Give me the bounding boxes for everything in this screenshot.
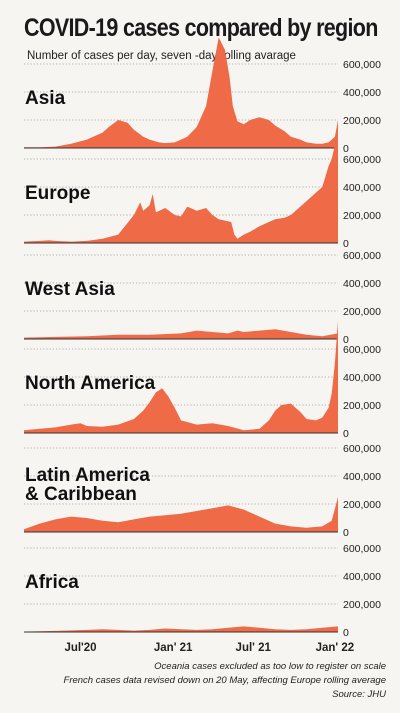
area-series-west-asia [24, 329, 338, 339]
y-tick-label-latin-america-caribbean-0: 600,000 [343, 443, 381, 455]
page-title: COVID-19 cases compared by region [24, 14, 378, 42]
y-tick-label-africa-2: 200,000 [343, 599, 381, 611]
y-tick-label-west-asia-0: 600,000 [343, 250, 381, 262]
y-tick-label-west-asia-3: 0 [343, 334, 349, 346]
source-note: Source: JHU [332, 689, 386, 700]
area-series-asia [24, 37, 338, 148]
note-oceania: Oceania cases excluded as too low to reg… [154, 661, 386, 672]
y-tick-label-africa-3: 0 [343, 627, 349, 639]
y-tick-label-north-america-1: 400,000 [343, 372, 381, 384]
region-label-latin-america-caribbean-1: Latin America [25, 465, 150, 486]
area-series-latin-america-caribbean [24, 497, 338, 532]
y-tick-label-west-asia-1: 400,000 [343, 278, 381, 290]
region-label-latin-america-caribbean-2: & Caribbean [25, 484, 137, 505]
y-tick-label-west-asia-2: 200,000 [343, 306, 381, 318]
y-tick-label-latin-america-caribbean-1: 400,000 [343, 471, 381, 483]
y-tick-label-europe-3: 0 [343, 238, 349, 250]
y-tick-label-latin-america-caribbean-2: 200,000 [343, 499, 381, 511]
x-tick-label-3: Jan' 22 [316, 642, 355, 654]
y-tick-label-north-america-2: 200,000 [343, 400, 381, 412]
y-tick-label-asia-3: 0 [343, 143, 349, 155]
y-tick-label-europe-1: 400,000 [343, 182, 381, 194]
y-tick-label-north-america-3: 0 [343, 428, 349, 440]
x-tick-label-0: Jul'20 [64, 642, 96, 654]
y-tick-label-europe-2: 200,000 [343, 210, 381, 222]
area-series-europe [24, 131, 338, 243]
y-tick-label-africa-0: 600,000 [343, 543, 381, 555]
area-series-north-america [24, 321, 338, 433]
x-tick-label-1: Jan' 21 [154, 642, 193, 654]
y-tick-label-africa-1: 400,000 [343, 571, 381, 583]
region-label-west-asia: West Asia [25, 279, 115, 300]
y-tick-label-asia-2: 200,000 [343, 115, 381, 127]
x-tick-label-2: Jul' 21 [236, 642, 272, 654]
page-subtitle: Number of cases per day, seven -day roll… [27, 50, 296, 62]
y-tick-label-north-america-0: 600,000 [343, 344, 381, 356]
note-french-cases: French cases data revised down on 20 May… [63, 675, 386, 686]
y-tick-label-asia-1: 400,000 [343, 87, 381, 99]
region-label-north-america: North America [25, 373, 156, 394]
region-label-africa: Africa [25, 572, 79, 593]
region-label-asia: Asia [25, 88, 66, 109]
region-label-europe: Europe [25, 183, 90, 204]
y-tick-label-asia-0: 600,000 [343, 59, 381, 71]
y-tick-label-europe-0: 600,000 [343, 154, 381, 166]
area-series-africa [24, 626, 338, 632]
y-tick-label-latin-america-caribbean-3: 0 [343, 527, 349, 539]
